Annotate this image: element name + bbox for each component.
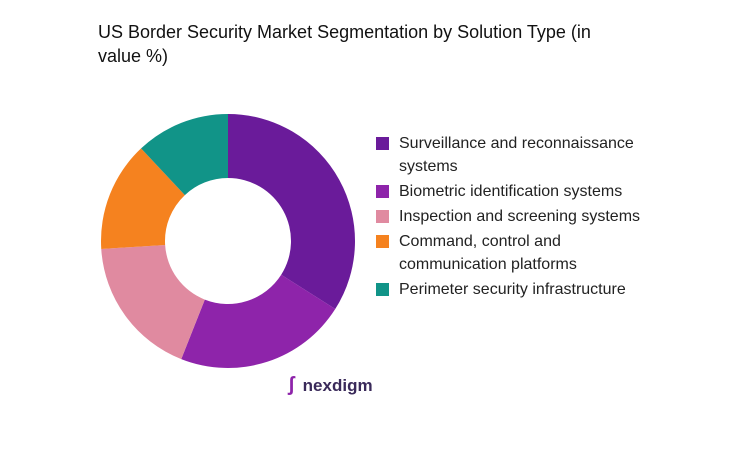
donut-segment xyxy=(141,114,228,196)
legend-swatch xyxy=(376,283,389,296)
legend-item: Surveillance and reconnaissance systems xyxy=(376,132,646,178)
donut-segment xyxy=(101,244,205,360)
logo-mark: ʃ xyxy=(288,374,295,396)
donut-segment xyxy=(228,114,355,310)
legend-label: Perimeter security infrastructure xyxy=(399,281,626,298)
legend-swatch xyxy=(376,210,389,223)
legend-label: Surveillance and reconnaissance systems xyxy=(399,135,634,175)
legend-label: Command, control and communication platf… xyxy=(399,233,577,273)
donut-segment xyxy=(101,148,185,249)
legend-swatch xyxy=(376,235,389,248)
donut-segment xyxy=(181,274,336,368)
legend-item: Perimeter security infrastructure xyxy=(376,278,646,301)
legend-item: Inspection and screening systems xyxy=(376,205,646,228)
legend: Surveillance and reconnaissance systems B… xyxy=(376,132,646,303)
logo: ʃ nexdigm xyxy=(288,374,373,397)
logo-text: nexdigm xyxy=(302,375,373,395)
legend-item: Biometric identification systems xyxy=(376,180,646,203)
legend-label: Inspection and screening systems xyxy=(399,208,641,225)
legend-label: Biometric identification systems xyxy=(399,183,623,200)
legend-swatch xyxy=(376,137,389,150)
chart-title: US Border Security Market Segmentation b… xyxy=(98,22,591,66)
legend-swatch xyxy=(376,185,389,198)
legend-item: Command, control and communication platf… xyxy=(376,230,646,276)
